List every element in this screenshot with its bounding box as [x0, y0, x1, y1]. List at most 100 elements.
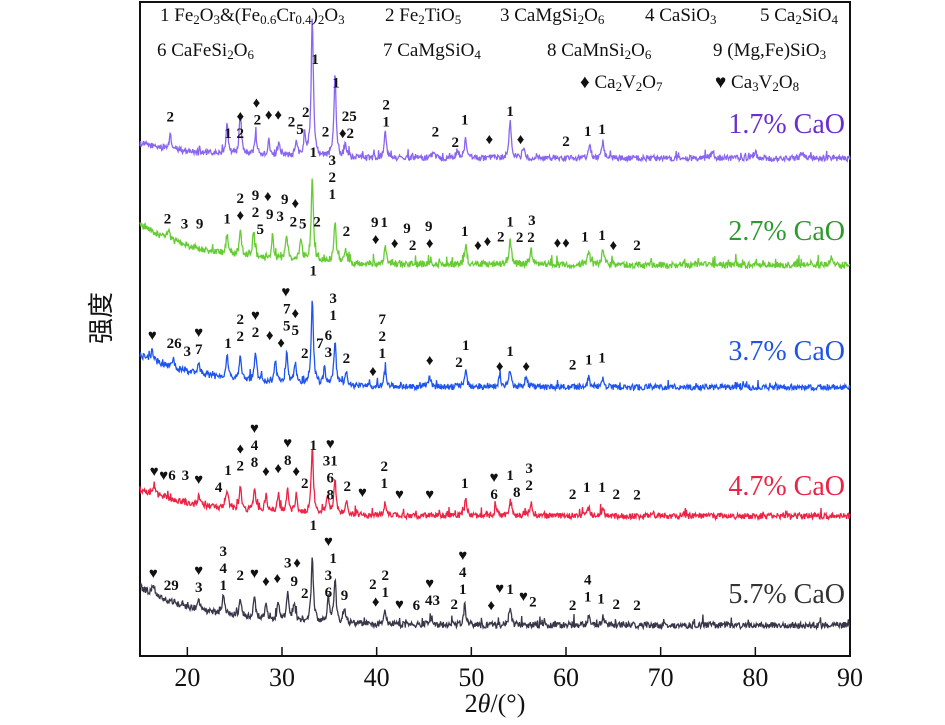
trace-5-7-cao — [139, 557, 851, 631]
peak-label: 1 — [379, 346, 387, 362]
peak-label: ♥ — [326, 437, 335, 453]
peak-label: ♦ — [236, 208, 244, 224]
peak-label: 2 — [302, 105, 310, 121]
legend-entry: 7 CaMgSiO4 — [383, 40, 481, 62]
peak-label: ♦ — [266, 328, 274, 344]
legend-entry: ♥ Ca3V2O8 — [715, 72, 799, 94]
peak-label: 8 — [327, 488, 335, 504]
peak-label: 6 — [490, 487, 498, 503]
peak-label: 2 — [562, 134, 570, 150]
peak-label: ♥6 — [159, 468, 176, 484]
peak-label: 7 — [379, 312, 387, 328]
peak-label: ♦ — [554, 235, 562, 251]
peak-label: 2 — [237, 191, 245, 207]
series-label: 4.7% CaO — [728, 471, 845, 502]
peak-label: 1 — [224, 126, 232, 142]
peak-label: 2 — [288, 114, 296, 130]
peak-label: 2 — [569, 358, 577, 374]
peak-label: 31 — [323, 454, 338, 470]
peak-label: ♦ — [291, 196, 299, 212]
peak-label: 2 — [379, 329, 387, 345]
peak-label: ♥ — [251, 308, 260, 324]
peak-label: ♦ — [474, 238, 482, 254]
peak-label: 29 — [164, 578, 179, 594]
peak-label: 2 — [343, 224, 351, 240]
peak-label: 1 — [584, 590, 592, 606]
peak-label: 1 — [461, 112, 469, 128]
plot-frame — [139, 1, 851, 657]
peak-label: ♦ — [426, 353, 434, 369]
peak-label: 1 — [459, 582, 467, 598]
peak-label: 1 — [585, 352, 593, 368]
peak-label: 2 — [612, 487, 620, 503]
peak-label: ♦ — [391, 236, 399, 252]
x-tick-label: 30 — [269, 663, 295, 692]
peak-label: ♦ — [372, 232, 380, 248]
peak-label: 1 — [220, 578, 228, 594]
peak-label: 9 — [425, 219, 433, 235]
peak-label: ♥ — [519, 589, 528, 605]
peak-label: ♥ — [495, 581, 504, 597]
peak-label: 2 — [633, 488, 641, 504]
peak-label: 5 — [296, 122, 304, 138]
peak-label: ♦ — [484, 234, 492, 250]
peak-label: ♦ — [264, 189, 272, 205]
peak-label: 1 — [598, 480, 606, 496]
peak-label: ♥ — [425, 487, 434, 503]
peak-label: 2 — [237, 312, 245, 328]
peak-label: ♦ — [293, 556, 301, 572]
y-axis-title: 强度 — [87, 292, 116, 344]
peak-label: ♦ — [562, 235, 570, 251]
legend-entry: 5 Ca2SiO4 — [760, 5, 838, 27]
peak-label: 1 — [461, 476, 469, 492]
peak-label: ♦ — [517, 132, 525, 148]
peak-label: 3 — [325, 345, 333, 361]
peak-label: 9 — [291, 574, 299, 590]
peak-label: 8 — [284, 453, 292, 469]
peak-label: 1 — [309, 518, 317, 534]
peak-label: 1 — [597, 592, 605, 608]
peak-label: 2 — [381, 568, 389, 584]
peak-label: 3 — [329, 291, 337, 307]
peak-label: ♦ — [262, 574, 270, 590]
peak-label: 2 — [301, 346, 309, 362]
peak-label: 6 — [327, 471, 335, 487]
peak-label: 3 — [195, 580, 203, 596]
peak-label: 2 — [322, 125, 330, 141]
trace-4-7-cao — [139, 449, 851, 522]
peak-label: ♦ — [253, 95, 261, 111]
peak-label: 9 — [371, 215, 379, 231]
series-label: 2.7% CaO — [728, 216, 845, 247]
peak-label: 4 — [220, 561, 228, 577]
peak-label: 9 — [252, 188, 260, 204]
peak-label: ♦2 — [339, 126, 354, 142]
x-tick-label: 20 — [174, 663, 200, 692]
peak-label: ♥ — [490, 470, 499, 486]
peak-label: 4 — [459, 565, 467, 581]
peak-label: 1 — [329, 551, 337, 567]
peak-label: ♦ — [262, 464, 270, 480]
peak-label: 1 — [598, 350, 606, 366]
peak-label: 1 — [583, 480, 591, 496]
peak-label: ♥ — [194, 325, 203, 341]
peak-label: 2 — [569, 487, 577, 503]
legend-entry: ♦ Ca2V2O7 — [580, 72, 663, 94]
peak-label: 5 — [292, 323, 300, 339]
peak-label: 2 — [369, 577, 377, 593]
peak-label: 2 — [237, 126, 245, 142]
peak-label: ♥ — [281, 284, 290, 300]
peak-label: ♥ — [250, 421, 259, 437]
peak-label: 2 — [529, 594, 537, 610]
peak-label: ♥ — [458, 548, 467, 564]
peak-label: ♥ — [283, 436, 292, 452]
peak-label: 2 — [497, 229, 505, 245]
series-labels: 1.7% CaO 2.7% CaO 3.7% CaO 4.7% CaO 5.7% CaO — [728, 109, 845, 610]
peak-label: 2 — [237, 458, 245, 474]
peak-label: 2 — [612, 597, 620, 613]
peak-label: 1 — [224, 463, 232, 479]
peak-label: 1 — [506, 214, 514, 230]
peak-label: 1 — [598, 122, 606, 138]
peak-label: 2 — [252, 205, 260, 221]
